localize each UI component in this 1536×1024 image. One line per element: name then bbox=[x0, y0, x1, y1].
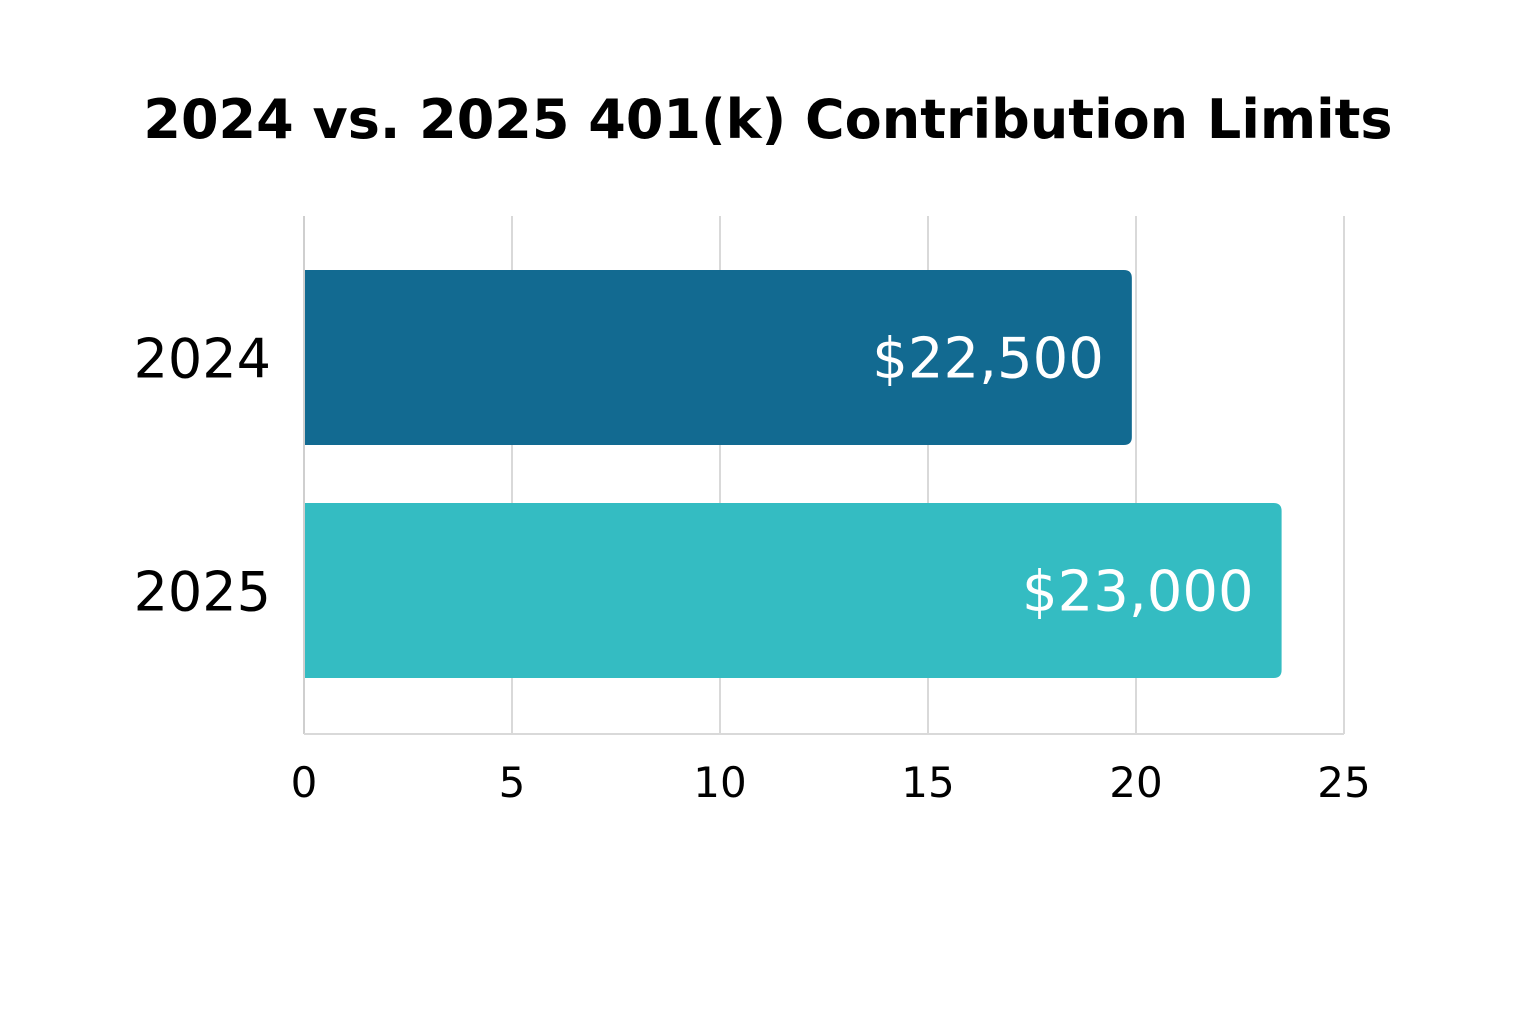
x-tick-label: 25 bbox=[1317, 758, 1370, 807]
bar-2024 bbox=[304, 270, 1132, 445]
category-label-2024: 2024 bbox=[134, 328, 271, 391]
x-tick-label: 10 bbox=[693, 758, 746, 807]
bars bbox=[304, 270, 1282, 678]
x-tick-label: 20 bbox=[1109, 758, 1162, 807]
bar-2025 bbox=[304, 503, 1282, 678]
category-label-2025: 2025 bbox=[134, 561, 271, 624]
value-label-2025: $23,000 bbox=[1022, 560, 1254, 625]
value-label-2024: $22,500 bbox=[872, 327, 1104, 392]
x-tick-label: 5 bbox=[499, 758, 526, 807]
x-tick-label: 15 bbox=[901, 758, 954, 807]
axes bbox=[303, 216, 1344, 735]
chart-title: 2024 vs. 2025 401(k) Contribution Limits bbox=[143, 88, 1393, 151]
x-tick-label: 0 bbox=[291, 758, 318, 807]
